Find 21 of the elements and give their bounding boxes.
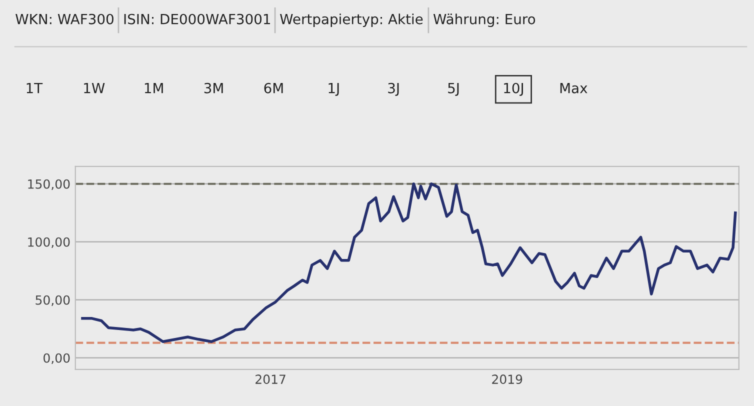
x-tick-label: 2019	[492, 374, 522, 384]
text: 3M	[204, 82, 223, 94]
y-tick-label: 50,00	[36, 295, 70, 306]
text: WKN: WAF300	[16, 14, 114, 24]
y-tick-label: 150,00	[28, 179, 70, 190]
text: Max	[560, 83, 588, 94]
x-tick-label: 2017	[256, 374, 286, 384]
text: 5J	[448, 83, 459, 96]
text: 10J	[504, 82, 523, 96]
text: 1T	[26, 83, 43, 94]
text: Wertpapiertyp: Aktie	[280, 14, 423, 28]
line-series	[81, 182, 737, 344]
y-tick-label: 100,00	[28, 237, 70, 248]
text: 3J	[388, 82, 399, 96]
text: Währung: Euro	[433, 14, 536, 28]
text: 1M	[144, 83, 163, 94]
y-tick-label: 0,00	[44, 353, 70, 364]
text: 6M	[264, 82, 283, 94]
text: ISIN: DE000WAF3001	[124, 14, 270, 24]
text: 1J	[328, 83, 339, 96]
text: 1W	[84, 83, 105, 94]
